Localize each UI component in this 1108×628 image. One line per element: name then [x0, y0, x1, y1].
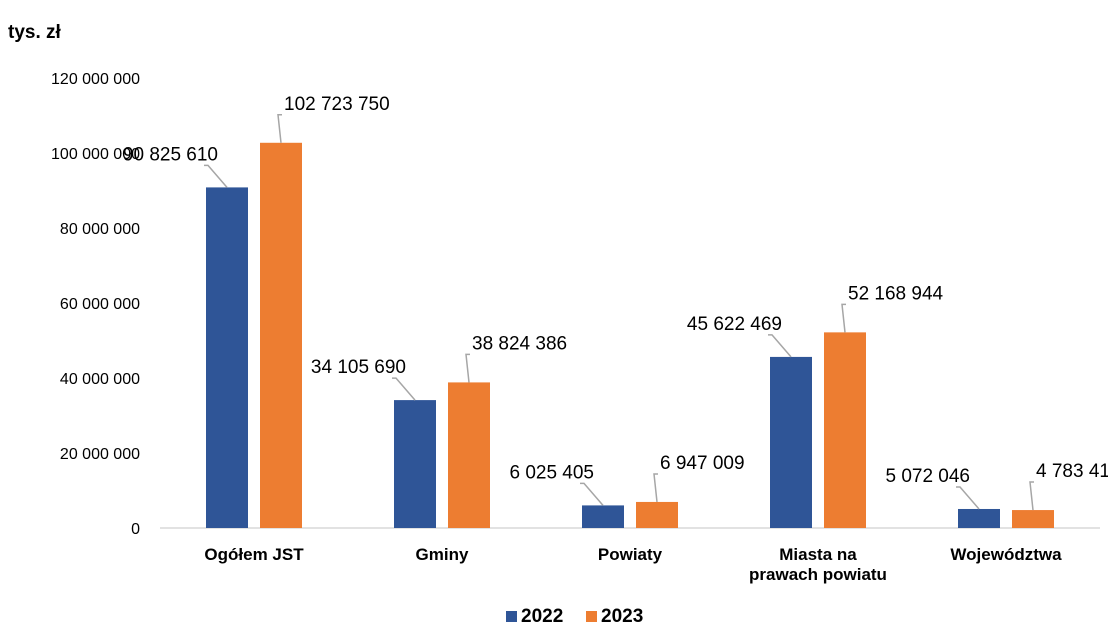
- data-label-2022: 45 622 469: [687, 314, 782, 335]
- data-labels: 90 825 610 102 723 750 34 105 690 38 824 38…: [123, 94, 1108, 487]
- bar-2023: [1012, 510, 1054, 528]
- bar-2023: [260, 142, 302, 528]
- y-axis: 0 20 000 000 40 000 000 60 000 000 80 000 00…: [51, 71, 140, 538]
- category-label: Powiaty: [598, 545, 663, 564]
- data-label-2023: 6 947 009: [660, 453, 745, 474]
- leader-line: [204, 164, 228, 188]
- leader-lines: [204, 114, 1034, 511]
- data-label-2022: 90 825 610: [123, 144, 218, 165]
- leader-line: [392, 377, 416, 401]
- bar-2022: [582, 505, 624, 528]
- legend-swatch-2023: [586, 611, 597, 622]
- bar-2023: [824, 332, 866, 528]
- leader-line: [956, 486, 980, 510]
- bar-2022: [770, 356, 812, 528]
- data-label-2023: 52 168 944: [848, 283, 944, 304]
- data-label-2022: 5 072 046: [885, 466, 970, 487]
- bar-2023: [636, 501, 678, 528]
- data-label-2022: 6 025 405: [509, 462, 594, 483]
- legend: 2022 2023: [506, 606, 643, 627]
- data-label-2022: 34 105 690: [311, 357, 406, 378]
- y-tick-label: 120 000 000: [51, 71, 140, 88]
- legend-label-2022: 2022: [521, 606, 563, 627]
- y-tick-label: 60 000 000: [60, 296, 140, 313]
- leader-line: [653, 473, 658, 503]
- leader-line: [277, 114, 282, 143]
- y-tick-label: 20 000 000: [60, 446, 140, 463]
- legend-label-2023: 2023: [601, 606, 643, 627]
- y-tick-label: 40 000 000: [60, 371, 140, 388]
- legend-swatch-2022: [506, 611, 517, 622]
- unit-label: tys. zł: [8, 22, 62, 43]
- data-label-2023: 38 824 386: [472, 333, 567, 354]
- leader-line: [768, 334, 792, 358]
- category-label: Gminy: [416, 545, 469, 564]
- data-label-2023: 102 723 750: [284, 94, 390, 115]
- data-label-2023: 4 783 411: [1036, 461, 1108, 482]
- category-label: prawach powiatu: [749, 565, 887, 584]
- y-tick-label: 80 000 000: [60, 221, 140, 238]
- y-tick-label: 100 000 000: [51, 146, 140, 163]
- bars: [206, 142, 1054, 528]
- bar-2022: [206, 187, 248, 528]
- category-label: Ogółem JST: [204, 545, 304, 564]
- leader-line: [841, 303, 846, 333]
- bar-2022: [958, 508, 1000, 528]
- bar-2023: [448, 382, 490, 528]
- category-label: Miasta na: [779, 545, 857, 564]
- category-label: Województwa: [950, 545, 1062, 564]
- leader-line: [1029, 481, 1034, 511]
- bar-2022: [394, 400, 436, 528]
- leader-line: [465, 353, 470, 383]
- leader-line: [580, 482, 604, 506]
- y-tick-label: 0: [131, 521, 140, 538]
